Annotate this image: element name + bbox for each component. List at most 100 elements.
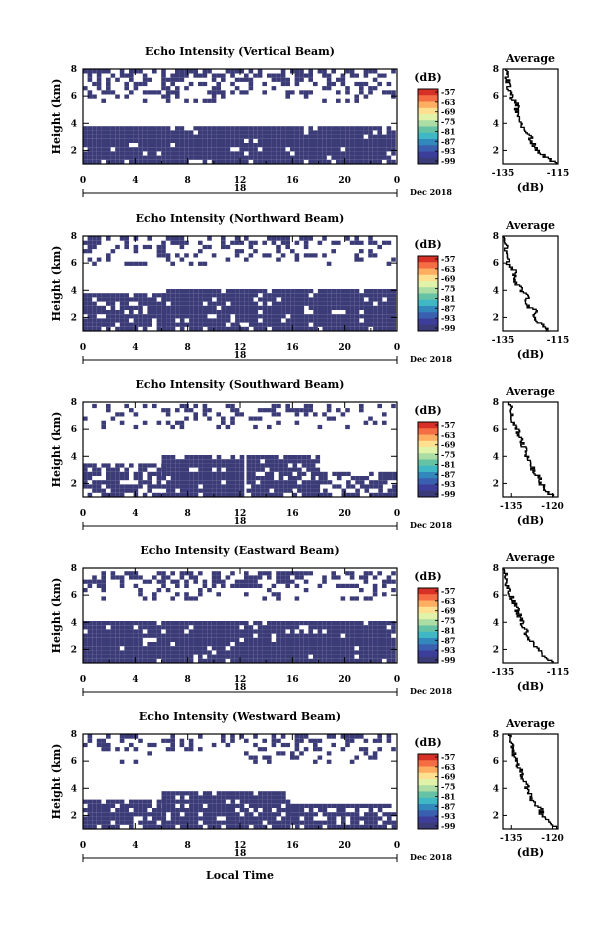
echo-cell <box>276 650 281 655</box>
echo-cell <box>299 134 304 139</box>
echo-cell <box>308 816 314 821</box>
echo-cell <box>198 747 203 752</box>
echo-cell <box>308 658 313 663</box>
echo-cell <box>349 575 355 580</box>
echo-cell <box>354 81 359 87</box>
echo-cell <box>336 625 341 630</box>
echo-cell <box>221 734 226 739</box>
echo-cell <box>267 314 272 319</box>
colorbar-tick-label: -93 <box>441 645 456 655</box>
echo-cell <box>308 824 314 829</box>
echo-cell <box>170 322 176 327</box>
echo-cell <box>354 240 359 245</box>
echo-cell <box>110 159 116 164</box>
echo-cell <box>184 322 190 327</box>
echo-cell <box>382 420 387 425</box>
echo-cell <box>193 637 198 642</box>
echo-cell <box>193 126 198 131</box>
echo-cell <box>138 297 143 302</box>
y-tick-label: 6 <box>71 591 77 601</box>
echo-cell <box>290 812 295 817</box>
y-tick-label: 6 <box>71 757 77 767</box>
echo-cell <box>372 625 378 630</box>
echo-cell <box>292 476 298 481</box>
echo-cell <box>138 803 143 808</box>
echo-cell <box>110 314 116 319</box>
echo-cell <box>101 803 106 808</box>
echo-cell <box>202 322 208 327</box>
echo-cell <box>322 69 327 74</box>
x-tick-label: 16 <box>286 176 299 186</box>
echo-cell <box>363 318 369 323</box>
colorbar-swatch <box>418 465 438 473</box>
echo-cell <box>101 134 106 139</box>
echo-cell <box>221 629 226 634</box>
echo-cell <box>239 646 244 651</box>
echo-cell <box>184 824 190 829</box>
echo-cell <box>262 795 268 800</box>
echo-cell <box>315 459 321 464</box>
echo-cell <box>363 301 369 306</box>
colorbar-swatch <box>418 638 438 645</box>
echo-cell <box>386 654 392 659</box>
echo-cell <box>244 571 249 576</box>
echo-cell <box>276 791 282 796</box>
echo-cell <box>308 314 314 319</box>
echo-cell <box>235 484 240 489</box>
colorbar-swatch <box>418 453 438 460</box>
echo-cell <box>326 147 332 152</box>
echo-cell <box>156 143 162 148</box>
echo-cell <box>382 646 387 651</box>
echo-cell <box>133 69 139 74</box>
echo-cell <box>207 459 213 464</box>
echo-cell <box>138 138 143 143</box>
echo-cell <box>285 244 290 250</box>
echo-cell <box>354 143 359 148</box>
echo-cell <box>87 249 93 254</box>
echo-cell <box>267 147 272 152</box>
echo-cell <box>285 322 291 327</box>
echo-cell <box>317 134 323 139</box>
echo-cell <box>301 492 307 497</box>
echo-cell <box>372 629 378 634</box>
echo-cell <box>193 579 198 584</box>
echo-cell <box>354 637 359 642</box>
echo-cell <box>285 658 290 663</box>
echo-cell <box>294 134 300 139</box>
echo-cell <box>221 650 226 655</box>
echo-cell <box>110 130 116 135</box>
echo-cell <box>119 143 125 148</box>
echo-cell <box>276 625 281 630</box>
echo-cell <box>170 455 176 460</box>
echo-cell <box>184 654 189 659</box>
echo-cell <box>147 155 152 160</box>
echo-cell <box>340 646 346 651</box>
echo-cell <box>230 734 235 739</box>
echo-cell <box>354 820 360 825</box>
echo-cell <box>271 326 277 331</box>
profile-x-tick-label: -115 <box>547 336 570 346</box>
echo-cell <box>124 322 129 327</box>
echo-cell <box>110 480 116 485</box>
echo-cell <box>124 488 129 493</box>
echo-cell <box>138 261 143 266</box>
echo-cell <box>165 143 171 148</box>
echo-cell <box>336 138 341 143</box>
echo-cell <box>161 147 166 152</box>
echo-cell <box>248 289 254 294</box>
echo-cell <box>327 480 333 485</box>
echo-cell <box>345 637 350 642</box>
echo-cell <box>235 471 240 476</box>
echo-cell <box>271 742 277 748</box>
echo-cell <box>244 326 249 331</box>
echo-cell <box>106 742 111 748</box>
echo-cell <box>138 799 143 804</box>
echo-cell <box>294 646 300 651</box>
echo-cell <box>152 629 157 634</box>
echo-cell <box>239 77 244 82</box>
echo-cell <box>382 492 388 497</box>
echo-cell <box>271 820 277 825</box>
echo-cell <box>258 795 263 800</box>
echo-cell <box>83 326 88 331</box>
echo-cell <box>198 799 203 804</box>
